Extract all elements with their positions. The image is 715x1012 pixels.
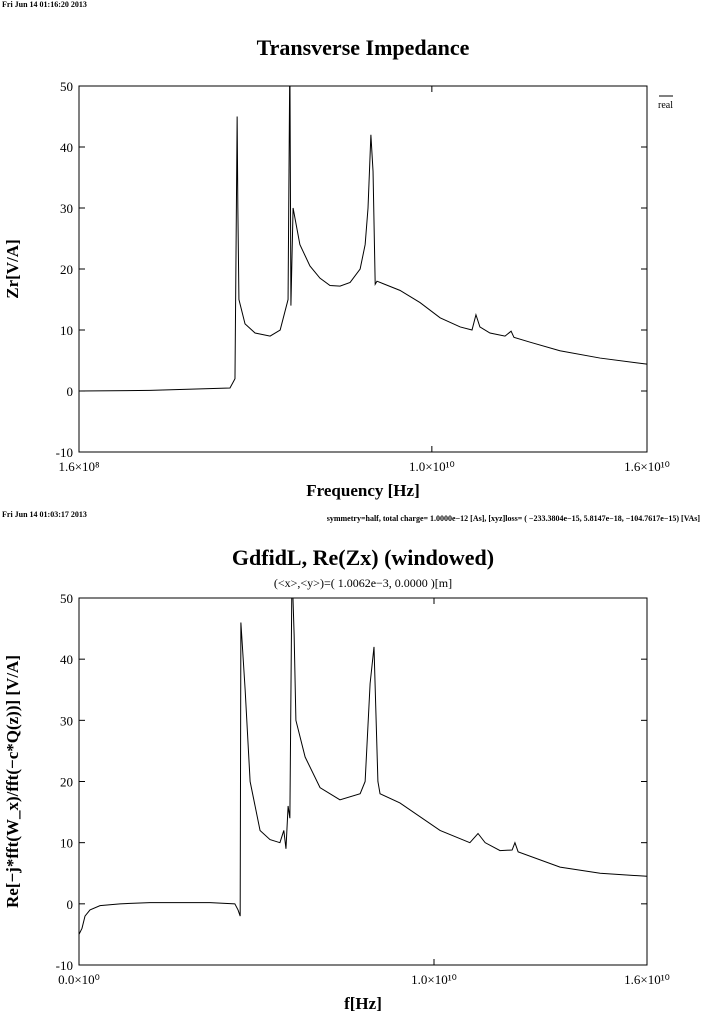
timestamp: Fri Jun 14 01:03:17 2013: [2, 510, 87, 519]
y-tick-label: 50: [60, 79, 73, 94]
y-tick-label: 30: [60, 201, 73, 216]
y-tick-label: 10: [60, 836, 73, 851]
plot-frame: [78, 597, 648, 966]
y-tick-label: 40: [60, 140, 73, 155]
run-info: symmetry=half, total charge= 1.0000e−12 …: [327, 514, 701, 523]
x-tick-label: 1.0×10¹⁰: [411, 972, 457, 987]
x-tick-label: 1.6×10⁸: [58, 459, 100, 474]
x-axis-label: f[Hz]: [344, 994, 382, 1012]
y-tick-label: -10: [56, 958, 73, 973]
legend-label: real: [658, 100, 673, 111]
x-axis-label: Frequency [Hz]: [306, 481, 419, 500]
y-tick-label: 0: [67, 897, 74, 912]
y-tick-label: 10: [60, 323, 73, 338]
plot-frame: [78, 85, 648, 453]
chart-title: GdfidL, Re(Zx) (windowed): [232, 545, 494, 570]
y-axis-label: Zr[V/A]: [3, 239, 22, 298]
y-tick-label: 30: [60, 713, 73, 728]
x-tick-label: 0.0×10⁰: [58, 972, 100, 987]
x-tick-label: 1.0×10¹⁰: [409, 459, 455, 474]
x-tick-label: 1.6×10¹⁰: [624, 459, 670, 474]
y-tick-label: 20: [60, 775, 73, 790]
chart-subtitle: (<x>,<y>)=( 1.0062e−3, 0.0000 )[m]: [274, 576, 452, 590]
y-tick-label: 20: [60, 262, 73, 277]
x-tick-label: 1.6×10¹⁰: [624, 972, 670, 987]
y-axis-label: Re[−j*fft(W_x)/fft(−c*Q(z))] [V/A]: [3, 655, 22, 908]
y-tick-label: 0: [67, 384, 74, 399]
y-tick-label: 40: [60, 652, 73, 667]
y-tick-label: 50: [60, 591, 73, 606]
data-line: [79, 598, 647, 935]
chart-title: Transverse Impedance: [257, 35, 470, 60]
data-line: [79, 86, 647, 392]
timestamp: Fri Jun 14 01:16:20 2013: [2, 0, 87, 9]
y-tick-label: -10: [56, 445, 73, 460]
